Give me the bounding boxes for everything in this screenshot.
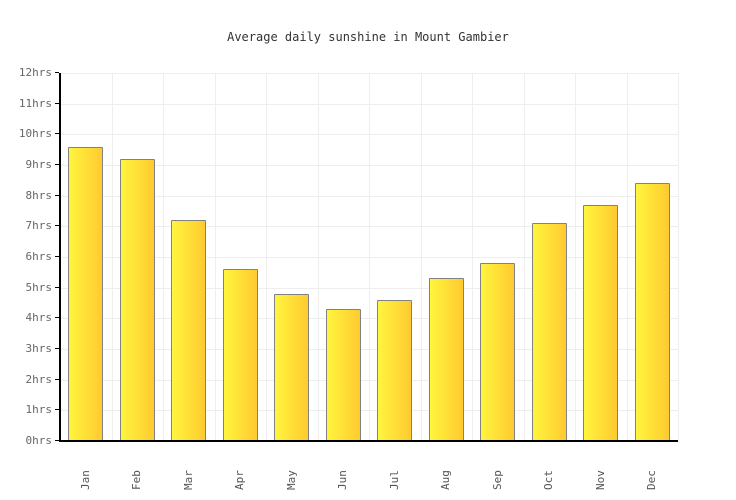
gridline-vertical [626,73,628,441]
bar-feb [119,158,155,441]
y-axis-label: 0hrs [25,434,53,447]
y-axis-tick [55,440,59,441]
gridline-vertical [369,73,370,441]
x-axis-label-feb: Feb [130,470,144,490]
x-axis-label-oct: Oct [542,470,556,490]
gridline-vertical [575,73,576,441]
y-axis-label: 6hrs [25,250,53,263]
y-axis-tick [55,348,59,349]
bar-nov [583,204,619,441]
x-axis-label-apr: Apr [233,470,247,490]
x-axis-label-dec: Dec [645,470,659,490]
bar-jan [68,146,104,441]
bar-sep [480,263,516,441]
bar-dec [634,183,670,441]
chart-title: Average daily sunshine in Mount Gambier [227,30,509,44]
x-axis-label-aug: Aug [439,470,453,490]
x-axis-label-jun: Jun [336,470,350,490]
y-axis-tick [55,133,59,135]
y-axis-tick [55,72,59,73]
y-axis-tick [55,225,59,227]
bar-oct [531,223,567,441]
y-axis-tick [55,286,59,288]
y-axis-line [59,73,61,442]
y-axis-label: 2hrs [25,372,53,386]
y-axis-label: 12hrs [18,66,52,79]
y-axis-label: 10hrs [18,127,52,141]
x-axis-label-sep: Sep [490,470,504,490]
y-axis-tick [55,256,59,257]
bar-mar [171,220,207,441]
y-axis-tick [55,164,59,165]
y-axis-tick [55,378,59,380]
gridline-vertical [266,73,267,441]
gridline-vertical [420,73,422,441]
gridline-vertical [678,73,679,441]
bar-jun [325,309,361,441]
x-axis-label-jul: Jul [387,470,401,490]
y-axis-label: 3hrs [25,342,53,355]
y-axis-label: 8hrs [25,188,53,202]
gridline-vertical [111,73,113,441]
y-axis-label: 1hrs [25,403,53,417]
y-axis-tick [55,317,59,319]
x-axis-label-jan: Jan [78,470,92,490]
y-axis-tick [55,194,59,196]
bar-apr [222,269,258,441]
y-axis-label: 5hrs [25,280,53,294]
gridline-vertical [523,73,525,441]
y-axis-label: 9hrs [25,158,53,171]
gridline-vertical [214,73,216,441]
y-axis-label: 11hrs [18,96,52,110]
y-axis-tick [55,409,59,411]
x-axis-line [59,440,678,442]
gridline-vertical [317,73,319,441]
y-axis-label: 4hrs [25,311,53,325]
bar-aug [428,278,464,441]
x-axis-label-may: May [284,470,298,490]
x-axis-label-nov: Nov [593,470,607,490]
bar-may [274,293,310,441]
gridline-vertical [163,73,164,441]
gridline-vertical [472,73,473,441]
y-axis-tick [55,102,59,104]
x-axis-label-mar: Mar [181,470,195,490]
y-axis-label: 7hrs [25,219,53,233]
bar-jul [377,299,413,441]
